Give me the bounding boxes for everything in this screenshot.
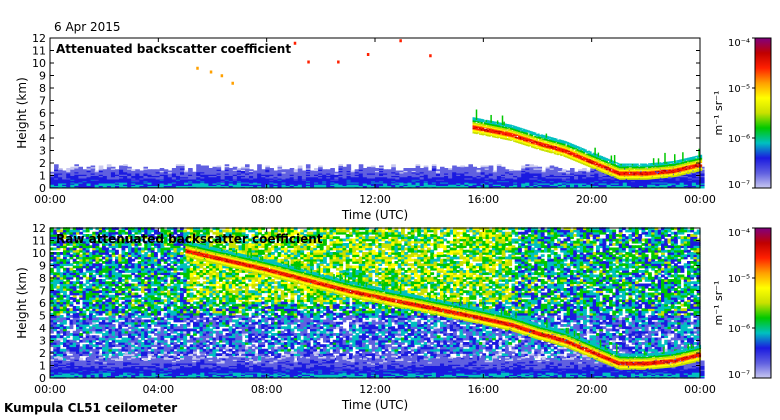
y-tick-label: 4 <box>39 322 46 335</box>
y-tick-label: 5 <box>39 310 46 323</box>
colorbar-tick-label: 10⁻⁷ <box>728 370 750 381</box>
x-tick-label: 08:00 <box>251 193 283 206</box>
y-tick-label: 8 <box>39 272 46 285</box>
colorbar-tick-label: 10⁻⁶ <box>728 134 750 145</box>
y-tick-label: 7 <box>39 285 46 298</box>
y-axis-label: Height (km) <box>15 267 29 338</box>
y-tick-label: 11 <box>32 45 46 58</box>
y-tick-label: 11 <box>32 235 46 248</box>
y-tick-label: 0 <box>39 182 46 195</box>
cloud-layer <box>185 234 702 370</box>
panel-attenuated: Attenuated backscatter coefficient012345… <box>15 32 772 222</box>
y-tick-label: 6 <box>39 107 46 120</box>
panel-raw: Raw attenuated backscatter coefficient01… <box>15 222 772 412</box>
sparse-return-mark <box>231 81 234 85</box>
y-tick-label: 7 <box>39 95 46 108</box>
sparse-return-mark <box>366 53 370 56</box>
sparse-returns <box>196 39 432 85</box>
y-tick-label: 3 <box>39 145 46 158</box>
y-tick-label: 9 <box>39 70 46 83</box>
colorbar-tick-label: 10⁻⁶ <box>728 324 750 335</box>
colorbar <box>754 37 772 189</box>
sparse-return-mark <box>307 60 310 64</box>
y-tick-label: 9 <box>39 260 46 273</box>
x-tick-label: 12:00 <box>359 383 391 396</box>
y-tick-label: 4 <box>39 132 46 145</box>
sparse-return-mark <box>429 54 432 58</box>
y-tick-label: 2 <box>39 157 46 170</box>
colorbar-tick-label: 10⁻⁴ <box>728 38 750 49</box>
colorbar-tick-label: 10⁻⁷ <box>728 180 750 191</box>
x-tick-label: 12:00 <box>359 193 391 206</box>
y-tick-label: 1 <box>39 360 46 373</box>
sparse-return-mark <box>220 74 224 78</box>
sparse-return-mark <box>196 66 199 70</box>
y-tick-label: 10 <box>32 247 46 260</box>
x-tick-label: 00:00 <box>684 383 716 396</box>
sparse-return-mark <box>399 39 402 43</box>
x-tick-label: 00:00 <box>34 193 66 206</box>
date-label: 6 Apr 2015 <box>54 20 121 34</box>
panel-title: Raw attenuated backscatter coefficient <box>56 232 323 246</box>
colorbar-label: m⁻¹ sr⁻¹ <box>712 91 725 136</box>
dense-aerosol-band <box>50 179 700 183</box>
x-tick-label: 00:00 <box>34 383 66 396</box>
x-tick-label: 04:00 <box>142 383 174 396</box>
x-tick-label: 04:00 <box>142 193 174 206</box>
heatmap-content <box>50 227 705 379</box>
colorbar-tick-label: 10⁻⁴ <box>728 228 750 239</box>
x-tick-label: 16:00 <box>467 383 499 396</box>
y-tick-label: 10 <box>32 57 46 70</box>
sparse-return-mark <box>209 70 213 74</box>
x-tick-label: 00:00 <box>684 193 716 206</box>
y-tick-label: 6 <box>39 297 46 310</box>
colorbar-tick-label: 10⁻⁵ <box>728 274 750 285</box>
cloud-layer <box>472 109 703 180</box>
x-tick-label: 08:00 <box>251 383 283 396</box>
y-tick-label: 8 <box>39 82 46 95</box>
colorbar-label: m⁻¹ sr⁻¹ <box>712 281 725 326</box>
sparse-return-mark <box>337 60 340 64</box>
y-tick-label: 0 <box>39 372 46 385</box>
sparse-return-mark <box>293 41 297 45</box>
dense-aerosol-band <box>50 369 700 373</box>
y-axis-label: Height (km) <box>15 77 29 148</box>
y-tick-label: 5 <box>39 120 46 133</box>
x-axis-label: Time (UTC) <box>341 208 408 222</box>
y-tick-label: 12 <box>32 222 46 235</box>
y-tick-label: 2 <box>39 347 46 360</box>
x-tick-label: 16:00 <box>467 193 499 206</box>
y-tick-label: 12 <box>32 32 46 45</box>
y-tick-label: 1 <box>39 170 46 183</box>
x-axis-label: Time (UTC) <box>341 398 408 412</box>
colorbar <box>754 227 772 379</box>
site-label: Kumpula CL51 ceilometer <box>4 401 177 415</box>
colorbar-tick-label: 10⁻⁵ <box>728 84 750 95</box>
x-tick-label: 20:00 <box>576 383 608 396</box>
y-tick-label: 3 <box>39 335 46 348</box>
x-tick-label: 20:00 <box>576 193 608 206</box>
panel-title: Attenuated backscatter coefficient <box>56 42 291 56</box>
